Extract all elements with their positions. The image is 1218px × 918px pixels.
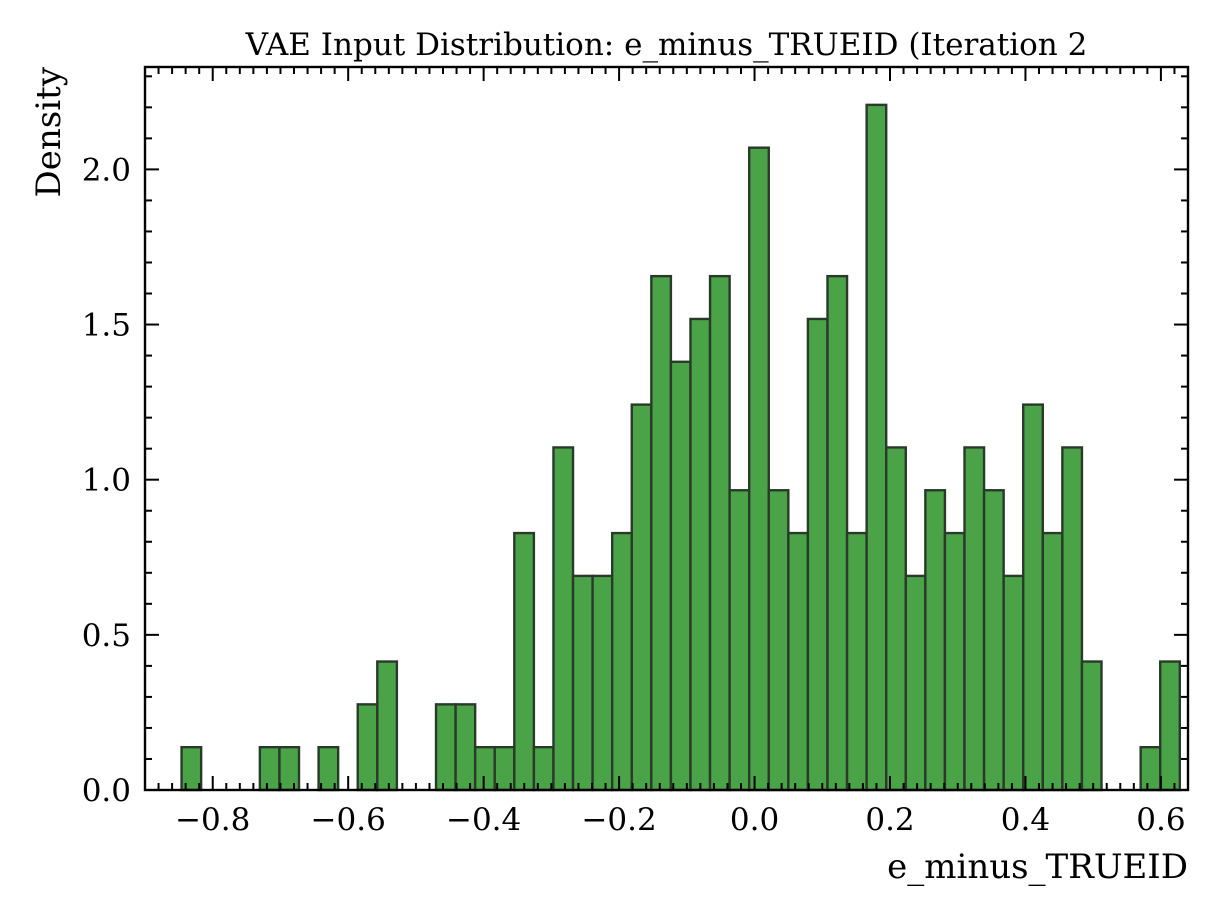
histogram-bar — [963, 446, 986, 792]
x-axis-label: e_minus_TRUEID — [887, 847, 1188, 887]
y-axis-label: Density — [29, 66, 69, 197]
tick-labels-group: −0.8 −0.6 −0.4 −0.2 0.0 0.2 0.4 0.6 0.0 0.5 1.0 1.5… — [82, 152, 1186, 838]
histogram-bar — [552, 446, 575, 792]
histogram-bar — [1041, 531, 1064, 792]
histogram-bar — [728, 489, 751, 792]
y-tick-label: 1.5 — [82, 308, 131, 344]
histogram-bar — [376, 660, 399, 792]
histogram-bar — [454, 703, 477, 792]
y-tick-label: 1.0 — [82, 463, 131, 499]
chart-title: VAE Input Distribution: e_minus_TRUEID (… — [245, 27, 1088, 63]
histogram-bar — [747, 146, 770, 792]
x-tick-label: 0.6 — [1136, 802, 1185, 838]
histogram-bar — [669, 360, 692, 792]
histogram-bar — [787, 531, 810, 792]
x-tick-label: −0.4 — [446, 802, 521, 838]
x-tick-label: −0.6 — [311, 802, 386, 838]
histogram-bar — [1139, 745, 1162, 792]
histogram-bar — [826, 274, 849, 792]
histogram-bar — [610, 531, 633, 792]
histogram-bar — [689, 317, 712, 792]
plot-frame — [143, 65, 1190, 792]
x-tick-label: 0.4 — [1001, 802, 1050, 838]
histogram-bar — [708, 274, 731, 792]
bars-group — [180, 103, 1182, 792]
histogram-bar — [630, 403, 653, 792]
histogram-bar — [865, 103, 888, 792]
histogram-bar — [1159, 660, 1182, 792]
y-tick-label: 0.5 — [82, 618, 131, 654]
histogram-bar — [982, 489, 1005, 792]
x-tick-label: 0.0 — [730, 802, 779, 838]
histogram-bar — [513, 531, 536, 792]
y-tick-label: 0.0 — [82, 773, 131, 809]
histogram-bar — [434, 703, 457, 792]
histogram-bar — [767, 489, 790, 792]
histogram-bar — [278, 745, 301, 792]
histogram-bar — [650, 274, 673, 792]
histogram-bar — [806, 317, 829, 792]
histogram-bar — [571, 574, 594, 792]
histogram-bar — [943, 531, 966, 792]
histogram-bar — [1002, 574, 1025, 792]
histogram-bar — [904, 574, 927, 792]
x-tick-label: −0.8 — [175, 802, 250, 838]
histogram-bar — [1022, 403, 1044, 792]
x-tick-label: 0.2 — [865, 802, 914, 838]
histogram-bar — [845, 531, 868, 792]
histogram-bar — [1061, 446, 1084, 792]
histogram-bar — [473, 745, 496, 792]
histogram-bar — [885, 446, 907, 792]
x-tick-label: −0.2 — [581, 802, 656, 838]
histogram-bar — [356, 703, 379, 792]
histogram-bar — [258, 745, 281, 792]
histogram-bar — [924, 489, 947, 792]
histogram-bar — [1080, 660, 1103, 792]
y-tick-label: 2.0 — [82, 152, 131, 188]
histogram-bar — [591, 574, 614, 792]
